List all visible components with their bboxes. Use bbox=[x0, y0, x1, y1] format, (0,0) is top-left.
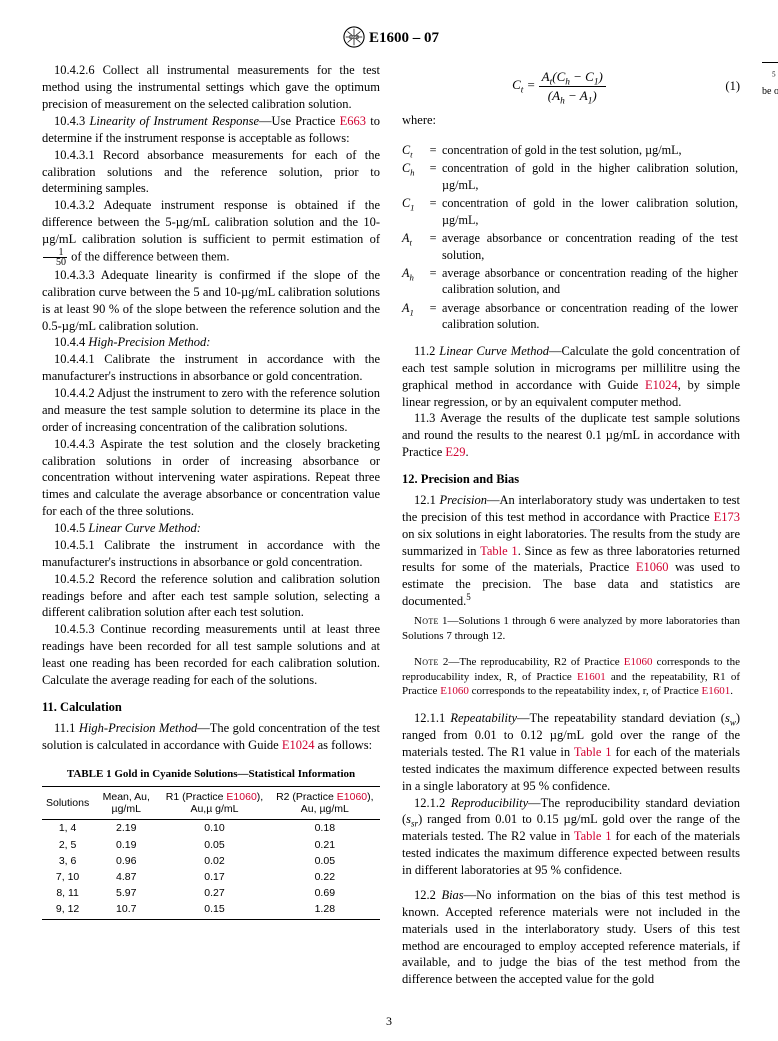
para-12-2: 12.2 Bias—No information on the bias of … bbox=[402, 887, 740, 988]
variable-definitions: Ct=concentration of gold in the test sol… bbox=[402, 142, 740, 335]
note-2: Note 2—The reproducability, R2 of Practi… bbox=[402, 655, 740, 700]
para-10-4-4-1: 10.4.4.1 Calibrate the instrument in acc… bbox=[42, 351, 380, 385]
ref-e663: E663 bbox=[340, 114, 366, 128]
astm-logo-icon: ASTM bbox=[343, 26, 365, 48]
th-r2: R2 (Practice E1060), Au, µg/mL bbox=[270, 787, 380, 820]
para-10-4-2-6: 10.4.2.6 Collect all instrumental measur… bbox=[42, 62, 380, 113]
table-row: 1, 42.190.100.18 bbox=[42, 820, 380, 837]
footnote-5: 5 Supporting data have been filed at AST… bbox=[762, 73, 778, 98]
note-1: Note 1—Solutions 1 through 6 were analyz… bbox=[402, 614, 740, 644]
section-11: 11. Calculation bbox=[42, 699, 380, 716]
ref-table1-b: Table 1 bbox=[574, 745, 612, 759]
para-10-4-3-2: 10.4.3.2 Adequate instrument response is… bbox=[42, 197, 380, 267]
ref-table1-c: Table 1 bbox=[574, 829, 612, 843]
para-12-1-1: 12.1.1 Repeatability—The repeatability s… bbox=[402, 710, 740, 794]
where-label: where: bbox=[402, 112, 740, 129]
para-10-4-5: 10.4.5 Linear Curve Method: bbox=[42, 520, 380, 537]
para-11-2: 11.2 Linear Curve Method—Calculate the g… bbox=[402, 343, 740, 411]
para-10-4-4: 10.4.4 High-Precision Method: bbox=[42, 334, 380, 351]
para-10-4-5-3: 10.4.5.3 Continue recording measurements… bbox=[42, 621, 380, 689]
para-10-4-5-1: 10.4.5.1 Calibrate the instrument in acc… bbox=[42, 537, 380, 571]
table-1: TABLE 1 Gold in Cyanide Solutions—Statis… bbox=[42, 767, 380, 920]
para-11-3: 11.3 Average the results of the duplicat… bbox=[402, 410, 740, 461]
table-1-body: 1, 42.190.100.18 2, 50.190.050.21 3, 60.… bbox=[42, 820, 380, 920]
table-row: 2, 50.190.050.21 bbox=[42, 837, 380, 853]
equation-1: Ct = At(Ch − C1)(Ah − A1) (1) bbox=[402, 68, 740, 104]
ref-e1060-a: E1060 bbox=[636, 560, 669, 574]
section-12: 12. Precision and Bias bbox=[402, 471, 740, 488]
table-row: 9, 1210.70.151.28 bbox=[42, 901, 380, 920]
svg-text:ASTM: ASTM bbox=[350, 35, 359, 39]
body-columns: 10.4.2.6 Collect all instrumental measur… bbox=[42, 62, 740, 992]
table-row: 3, 60.960.020.05 bbox=[42, 853, 380, 869]
para-12-1-2: 12.1.2 Reproducibility—The reproducibili… bbox=[402, 795, 740, 879]
para-11-1: 11.1 High-Precision Method—The gold conc… bbox=[42, 720, 380, 754]
footnote-rule bbox=[762, 62, 778, 63]
para-10-4-3-1: 10.4.3.1 Record absorbance measurements … bbox=[42, 147, 380, 198]
para-12-1: 12.1 Precision—An interlaboratory study … bbox=[402, 492, 740, 610]
ref-e173: E173 bbox=[714, 510, 740, 524]
ref-e1024-b: E1024 bbox=[645, 378, 678, 392]
para-10-4-3: 10.4.3 Linearity of Instrument Response—… bbox=[42, 113, 380, 147]
page-header: ASTM E1600 – 07 bbox=[42, 26, 740, 48]
th-mean: Mean, Au, µg/mL bbox=[93, 787, 159, 820]
table-row: 8, 115.970.270.69 bbox=[42, 885, 380, 901]
para-10-4-3-3: 10.4.3.3 Adequate linearity is confirmed… bbox=[42, 267, 380, 335]
th-solutions: Solutions bbox=[42, 787, 93, 820]
para-10-4-5-2: 10.4.5.2 Record the reference solution a… bbox=[42, 571, 380, 622]
table-row: 7, 104.870.170.22 bbox=[42, 869, 380, 885]
table-1-caption: TABLE 1 Gold in Cyanide Solutions—Statis… bbox=[42, 767, 380, 782]
ref-e29: E29 bbox=[445, 445, 465, 459]
ref-table1-a: Table 1 bbox=[480, 544, 518, 558]
page: ASTM E1600 – 07 10.4.2.6 Collect all ins… bbox=[0, 0, 778, 1041]
equation-number: (1) bbox=[716, 78, 740, 95]
table-1-grid: Solutions Mean, Au, µg/mL R1 (Practice E… bbox=[42, 786, 380, 920]
page-number: 3 bbox=[0, 1013, 778, 1029]
para-10-4-4-3: 10.4.4.3 Aspirate the test solution and … bbox=[42, 436, 380, 520]
designation-text: E1600 – 07 bbox=[369, 30, 439, 46]
ref-e1024-a: E1024 bbox=[282, 738, 315, 752]
th-r1: R1 (Practice E1060), Au,µ g/mL bbox=[159, 787, 269, 820]
fraction-1-50: 150 bbox=[43, 248, 67, 267]
para-10-4-4-2: 10.4.4.2 Adjust the instrument to zero w… bbox=[42, 385, 380, 436]
